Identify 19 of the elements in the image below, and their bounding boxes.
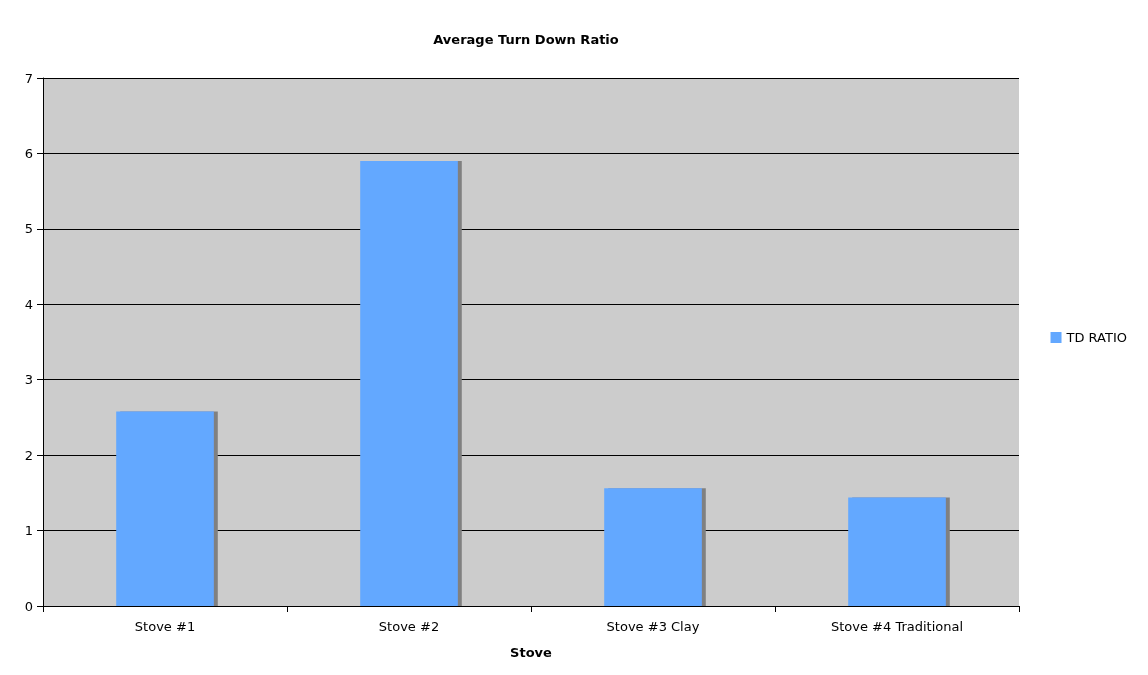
x-tick-label: Stove #2: [378, 619, 440, 634]
y-tick-label: 7: [24, 70, 33, 86]
y-tick-label: 6: [24, 145, 33, 161]
x-axis-title: Stove: [510, 645, 553, 660]
x-tick-label: Stove #3 Clay: [606, 619, 700, 634]
y-tick-label: 2: [24, 447, 33, 463]
x-tick-label: Stove #4 Traditional: [830, 619, 964, 634]
bar: [848, 497, 946, 606]
y-tick-label: 3: [24, 372, 33, 388]
y-tick-label: 4: [24, 296, 33, 312]
chart-title: Average Turn Down Ratio: [433, 32, 619, 47]
y-tick-label: 1: [24, 523, 33, 539]
legend-label: TD RATIO: [1065, 330, 1127, 345]
bar: [116, 411, 214, 606]
x-tick-label: Stove #1: [134, 619, 196, 634]
bar: [604, 488, 702, 606]
y-tick-label: 5: [24, 221, 33, 237]
y-tick-label: 0: [24, 598, 33, 614]
bar: [360, 160, 458, 606]
